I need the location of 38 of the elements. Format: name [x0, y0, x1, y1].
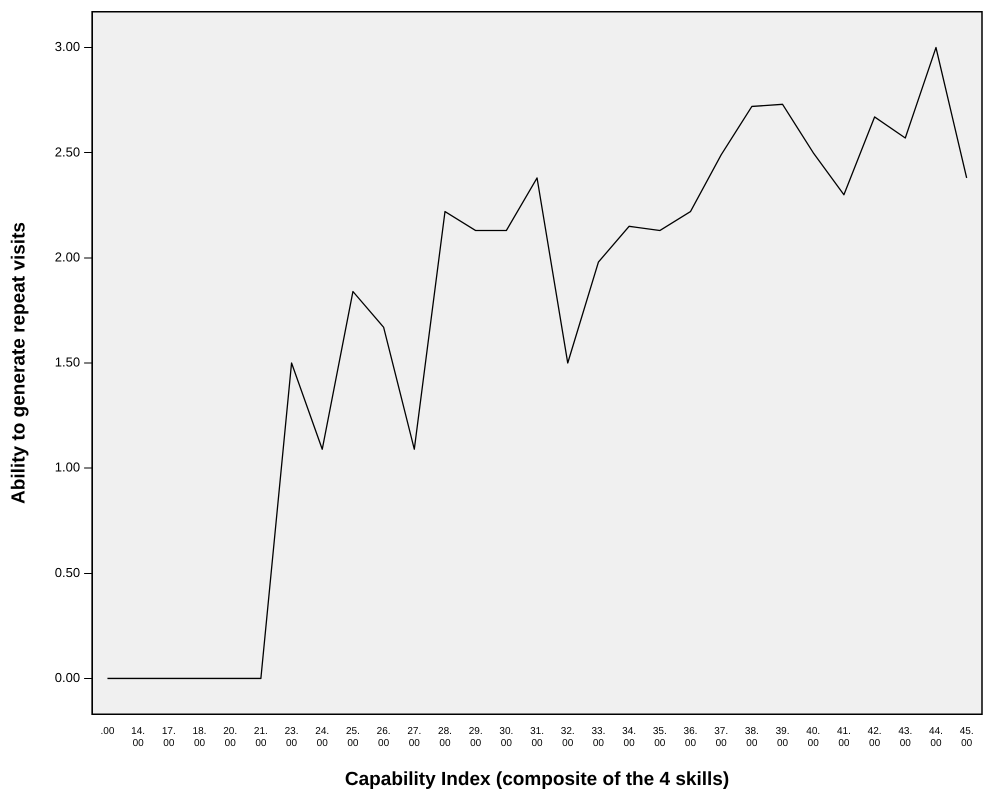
- x-tick-label: 45.00: [960, 726, 974, 749]
- x-tick-label: 18.00: [192, 726, 206, 749]
- x-tick-label: 35.00: [652, 726, 667, 749]
- x-tick-label: 26.00: [376, 726, 391, 749]
- y-tick-label: 0.50: [54, 564, 80, 580]
- x-tick-label: 31.00: [530, 726, 544, 749]
- x-axis-title: Capability Index (composite of the 4 skills): [344, 768, 730, 790]
- x-tick-label: 28.00: [438, 726, 452, 749]
- y-tick-label: 2.50: [54, 144, 80, 160]
- x-tick-label: 25.00: [346, 726, 360, 749]
- x-tick-label: 36.00: [684, 726, 698, 749]
- x-tick-label: 17.00: [162, 726, 176, 749]
- y-tick-label: 1.50: [54, 354, 80, 370]
- x-tick-label: 42.00: [868, 726, 882, 749]
- x-tick-label: 20.00: [223, 726, 238, 749]
- y-tick-label: 1.00: [54, 460, 80, 475]
- x-tick-label: 37.00: [714, 726, 728, 749]
- y-tick-label: 0.00: [54, 670, 80, 686]
- x-tick-label: 29.00: [468, 726, 483, 749]
- x-tick-label: .00: [100, 726, 115, 737]
- x-tick-label: 34.00: [622, 726, 636, 749]
- x-tick-label: 33.00: [591, 726, 606, 749]
- x-tick-label: 40.00: [806, 726, 820, 749]
- y-axis-title: Ability to generate repeat visits: [8, 222, 30, 504]
- x-tick-label: 38.00: [744, 726, 759, 749]
- x-tick-label: 30.00: [499, 726, 514, 749]
- x-tick-label: 21.00: [254, 726, 268, 749]
- x-tick-label: 14.00: [131, 726, 146, 749]
- y-tick-label: 2.00: [54, 249, 80, 264]
- x-tick-label: 43.00: [898, 726, 912, 749]
- x-tick-label: 24.00: [315, 726, 330, 749]
- x-tick-label: 39.00: [776, 726, 790, 749]
- x-tick-label: 41.00: [836, 726, 851, 749]
- x-tick-label: 32.00: [560, 726, 575, 749]
- y-tick-label: 3.00: [54, 39, 80, 54]
- x-tick-label: 27.00: [407, 726, 422, 749]
- x-tick-label: 23.00: [284, 726, 299, 749]
- x-tick-label: 44.00: [929, 726, 943, 749]
